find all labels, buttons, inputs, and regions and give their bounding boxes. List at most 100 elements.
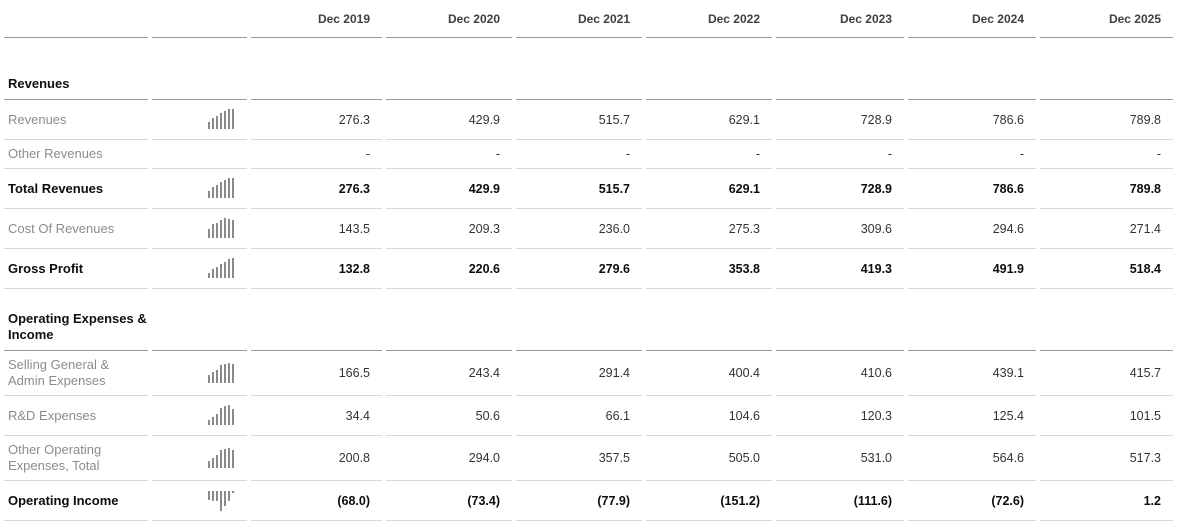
value-cell: 66.1 [516, 396, 642, 436]
value-cell: 294.0 [386, 436, 512, 481]
value-cell: 120.3 [776, 396, 904, 436]
sparkline-bar [220, 364, 222, 383]
sparkline-bar [232, 490, 234, 493]
sparkline-bar [232, 258, 234, 278]
sparkline-icon[interactable] [208, 256, 234, 278]
section-spacer-cell [152, 38, 247, 100]
table-row: Revenues 276.3 429.9 515.7 629.1 728.9 786.6 78… [4, 100, 1173, 140]
value-cell: 243.4 [386, 351, 512, 396]
value-cell: 789.8 [1040, 100, 1173, 140]
value-cell: 415.7 [1040, 351, 1173, 396]
value-cell: 629.1 [646, 100, 772, 140]
sparkline-bar [228, 405, 230, 425]
sparkline-cell [152, 351, 247, 396]
sparkline-icon[interactable] [208, 216, 234, 238]
sparkline-bar [224, 218, 226, 238]
sparkline-bar [232, 109, 234, 129]
value-cell: - [516, 140, 642, 169]
value-cell: (151.2) [646, 481, 772, 521]
sparkline-bar [208, 191, 210, 198]
sparkline-bar [216, 414, 218, 425]
sparkline-bar [232, 449, 234, 468]
value-cell: - [646, 140, 772, 169]
sparkline-bar [212, 417, 214, 425]
row-label: R&D Expenses [4, 396, 148, 436]
value-cell: 143.5 [251, 209, 382, 249]
sparkline-bar [216, 454, 218, 468]
value-cell: 200.8 [251, 436, 382, 481]
value-cell: 209.3 [386, 209, 512, 249]
financials-table: Dec 2019 Dec 2020 Dec 2021 Dec 2022 Dec 2023… [4, 0, 1173, 521]
sparkline-bar [208, 490, 210, 500]
sparkline-icon[interactable] [208, 490, 234, 513]
section-spacer-cell [1040, 289, 1173, 351]
sparkline-bar [216, 185, 218, 198]
section-title: Operating Expenses & Income [4, 289, 148, 351]
section-spacer-cell [516, 289, 642, 351]
row-label: Other Revenues [4, 140, 148, 169]
sparkline-bar [216, 490, 218, 501]
value-cell: 515.7 [516, 100, 642, 140]
row-label: Cost Of Revenues [4, 209, 148, 249]
value-cell: 564.6 [908, 436, 1036, 481]
sparkline-bar [224, 490, 226, 506]
value-cell: 517.3 [1040, 436, 1173, 481]
sparkline-icon[interactable] [208, 176, 234, 198]
sparkline-bar [228, 219, 230, 238]
sparkline-icon[interactable] [208, 446, 234, 468]
section-spacer-cell [516, 38, 642, 100]
sparkline-bar [228, 362, 230, 383]
sparkline-bar [208, 122, 210, 129]
value-cell: 629.1 [646, 169, 772, 209]
sparkline-icon[interactable] [208, 107, 234, 129]
table-row: Gross Profit 132.8 220.6 279.6 353.8 419.3 491… [4, 249, 1173, 289]
sparkline-icon[interactable] [208, 403, 234, 425]
sparkline-cell [152, 100, 247, 140]
sparkline-bar [212, 490, 214, 501]
value-cell: 279.6 [516, 249, 642, 289]
value-cell: 505.0 [646, 436, 772, 481]
value-cell: 786.6 [908, 100, 1036, 140]
sparkline-icon[interactable] [208, 361, 234, 383]
row-label: Revenues [4, 100, 148, 140]
sparkline-bar [232, 363, 234, 383]
table-row: Total Revenues 276.3 429.9 515.7 629.1 728.9 7… [4, 169, 1173, 209]
sparkline-bar [212, 187, 214, 198]
value-cell: 276.3 [251, 169, 382, 209]
section-spacer-cell [1040, 38, 1173, 100]
sparkline-bar [212, 371, 214, 383]
column-header: Dec 2021 [516, 0, 642, 38]
value-cell: 101.5 [1040, 396, 1173, 436]
table-row: Other Revenues - - - - - - - [4, 140, 1173, 169]
value-cell: 275.3 [646, 209, 772, 249]
sparkline-bar [220, 113, 222, 129]
sparkline-bar [220, 220, 222, 238]
value-cell: 166.5 [251, 351, 382, 396]
sparkline-bar [216, 369, 218, 383]
column-header: Dec 2024 [908, 0, 1036, 38]
section-header-row: Operating Expenses & Income [4, 289, 1173, 351]
value-cell: 400.4 [646, 351, 772, 396]
value-cell: (68.0) [251, 481, 382, 521]
section-spacer-cell [251, 38, 382, 100]
value-cell: - [776, 140, 904, 169]
section-spacer-cell [646, 289, 772, 351]
value-cell: 104.6 [646, 396, 772, 436]
sparkline-bar [224, 262, 226, 278]
column-header-row: Dec 2019 Dec 2020 Dec 2021 Dec 2022 Dec 2023… [4, 0, 1173, 38]
section-header-row: Revenues [4, 38, 1173, 100]
value-cell: 1.2 [1040, 481, 1173, 521]
sparkline-bar [220, 449, 222, 468]
sparkline-bar [216, 116, 218, 129]
column-header: Dec 2020 [386, 0, 512, 38]
sparkline-bar [216, 267, 218, 278]
sparkline-bar [212, 457, 214, 468]
value-cell: - [251, 140, 382, 169]
value-cell: 220.6 [386, 249, 512, 289]
value-cell: 515.7 [516, 169, 642, 209]
sparkline-bar [224, 406, 226, 425]
row-label: Selling General & Admin Expenses [4, 351, 148, 396]
section-spacer-cell [646, 38, 772, 100]
row-label: Other Operating Expenses, Total [4, 436, 148, 481]
row-label: Total Revenues [4, 169, 148, 209]
